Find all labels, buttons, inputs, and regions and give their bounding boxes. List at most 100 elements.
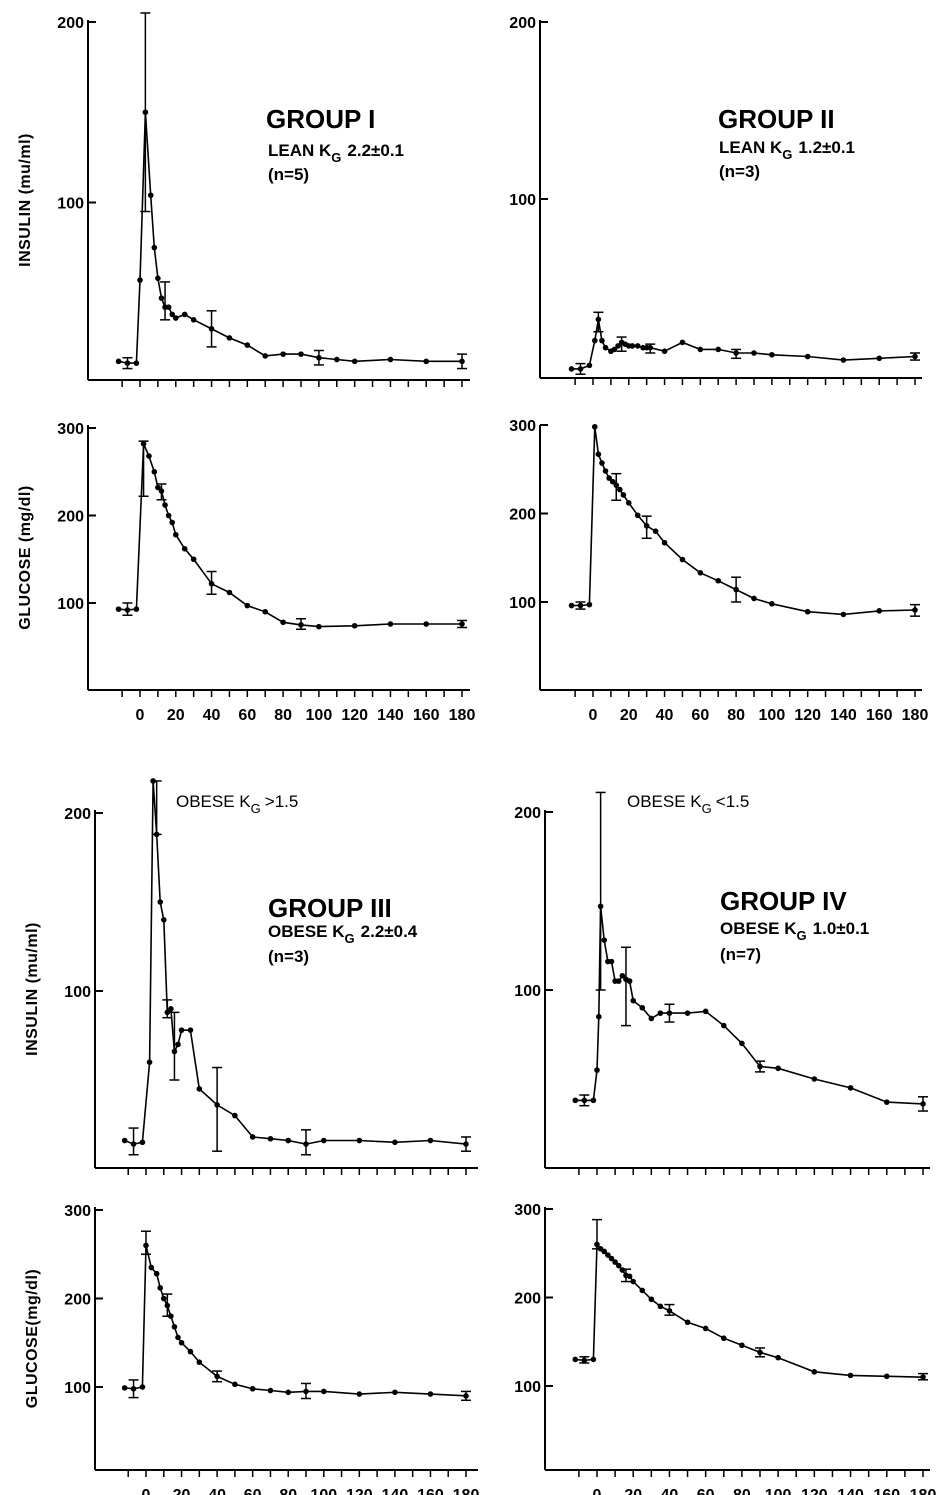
data-point	[609, 478, 616, 485]
x-tick-label: 180	[902, 707, 929, 724]
data-point	[630, 1278, 637, 1285]
y-tick-label: 200	[64, 1292, 91, 1309]
data-point	[196, 1086, 203, 1092]
data-point	[151, 468, 158, 475]
data-point	[639, 1005, 646, 1011]
data-point	[652, 528, 659, 534]
data-point	[356, 1391, 363, 1397]
data-point	[620, 492, 627, 498]
data-point	[351, 622, 358, 629]
data-point	[601, 1248, 608, 1255]
data-point	[626, 1273, 633, 1280]
data-point	[811, 1076, 818, 1082]
data-point	[187, 1027, 194, 1033]
group-title: GROUP I	[266, 104, 375, 134]
x-tick-label: 140	[382, 1487, 409, 1495]
data-point	[139, 1139, 146, 1146]
data-point	[568, 602, 575, 609]
data-point	[605, 1252, 611, 1258]
data-point	[572, 1356, 579, 1363]
data-point	[615, 978, 622, 984]
x-tick-label: 80	[274, 707, 292, 724]
y-tick-label: 100	[64, 1380, 91, 1397]
data-point	[751, 595, 757, 602]
data-point	[244, 342, 251, 348]
data-point	[601, 937, 608, 943]
y-tick-label: 100	[514, 1379, 541, 1396]
data-point	[769, 351, 775, 358]
data-point	[423, 621, 430, 627]
data-point	[715, 346, 722, 353]
data-point	[171, 1324, 178, 1330]
y-tick-label: 300	[57, 421, 84, 438]
data-point	[249, 1385, 256, 1392]
data-point	[697, 569, 704, 576]
data-point	[572, 1097, 579, 1104]
y-tick-label: 100	[509, 192, 536, 209]
data-point	[648, 1015, 655, 1022]
data-point	[165, 304, 172, 310]
x-tick-label: 0	[593, 1487, 602, 1495]
series-line	[118, 443, 462, 628]
data-point	[172, 315, 179, 321]
data-point	[155, 275, 161, 282]
data-point	[285, 1137, 292, 1144]
x-tick-label: 40	[661, 1487, 679, 1495]
data-point	[153, 1270, 160, 1277]
data-point	[625, 500, 632, 506]
data-point	[172, 531, 179, 538]
data-point	[244, 602, 251, 609]
data-point	[619, 972, 626, 979]
data-point	[608, 1255, 615, 1262]
data-point	[739, 1040, 745, 1047]
data-point	[684, 1319, 691, 1326]
x-tick-label: 160	[866, 707, 893, 724]
data-point	[165, 512, 172, 519]
data-point	[639, 1287, 646, 1294]
data-point	[169, 311, 175, 318]
data-point	[883, 1373, 890, 1380]
data-point	[751, 350, 757, 356]
data-point	[146, 1059, 153, 1065]
y-tick-label: 100	[64, 984, 91, 1001]
data-point	[351, 358, 358, 365]
x-tick-label: 40	[208, 1487, 226, 1495]
group-n: (n=7)	[720, 945, 761, 964]
data-point	[320, 1137, 327, 1144]
data-point	[427, 1137, 434, 1144]
data-point	[590, 1356, 597, 1363]
data-point	[611, 346, 618, 353]
x-tick-label: 40	[203, 707, 221, 724]
data-point	[121, 1385, 128, 1391]
data-point	[586, 362, 593, 369]
y-tick-label: 200	[509, 15, 536, 32]
y-axis-label: GLUCOSE(mg/dl)	[24, 1269, 41, 1408]
data-point	[392, 1139, 398, 1146]
x-tick-label: 20	[173, 1487, 191, 1495]
data-point	[648, 1296, 655, 1303]
data-point	[175, 1041, 181, 1048]
x-tick-label: 140	[830, 707, 857, 724]
data-point	[178, 1339, 185, 1346]
x-tick-label: 120	[341, 707, 368, 724]
x-tick-label: 20	[167, 707, 185, 724]
data-point	[387, 621, 394, 627]
data-point	[280, 351, 286, 357]
data-point	[115, 606, 122, 612]
x-tick-label: 120	[794, 707, 821, 724]
data-point	[121, 1137, 128, 1144]
y-tick-label: 200	[514, 1291, 541, 1308]
data-point	[630, 997, 637, 1004]
series-line	[124, 1245, 467, 1397]
data-point	[595, 451, 602, 458]
y-tick-label: 100	[514, 983, 541, 1000]
y-tick-label: 200	[64, 806, 91, 823]
data-point	[847, 1372, 854, 1379]
data-point	[162, 502, 168, 508]
data-point	[602, 344, 609, 351]
y-tick-label: 100	[57, 596, 84, 613]
data-point	[262, 353, 269, 359]
group-descriptor: LEAN KG 2.2±0.1	[268, 141, 404, 165]
